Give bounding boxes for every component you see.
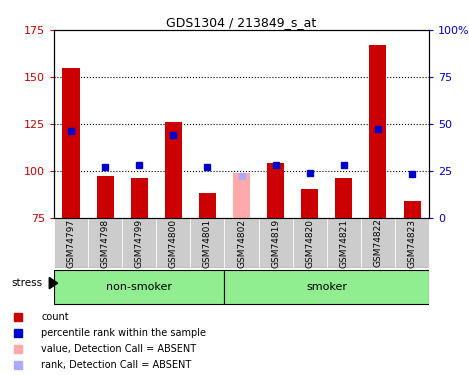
- Bar: [62, 68, 80, 218]
- Bar: [131, 178, 148, 218]
- Bar: [122, 217, 156, 268]
- Bar: [258, 217, 293, 268]
- Text: GSM74802: GSM74802: [237, 219, 246, 267]
- Text: GSM74797: GSM74797: [67, 219, 76, 268]
- Bar: [165, 122, 182, 218]
- Text: count: count: [41, 312, 69, 322]
- Bar: [97, 176, 113, 218]
- Bar: [403, 201, 421, 217]
- Text: rank, Detection Call = ABSENT: rank, Detection Call = ABSENT: [41, 360, 192, 370]
- Text: GSM74820: GSM74820: [305, 219, 314, 267]
- Bar: [156, 217, 190, 268]
- Bar: [327, 217, 361, 268]
- Text: stress: stress: [11, 278, 42, 288]
- Text: smoker: smoker: [306, 282, 348, 292]
- Text: GSM74822: GSM74822: [373, 219, 383, 267]
- Bar: [225, 270, 429, 304]
- Bar: [361, 217, 395, 268]
- Bar: [370, 45, 386, 218]
- Text: GSM74823: GSM74823: [408, 219, 416, 267]
- Bar: [199, 193, 216, 217]
- Text: GSM74801: GSM74801: [203, 219, 212, 268]
- Bar: [267, 163, 284, 218]
- Text: GSM74821: GSM74821: [340, 219, 348, 267]
- Bar: [293, 217, 327, 268]
- Bar: [395, 217, 429, 268]
- Bar: [54, 217, 88, 268]
- Bar: [88, 217, 122, 268]
- Text: non-smoker: non-smoker: [106, 282, 172, 292]
- Text: GSM74799: GSM74799: [135, 219, 144, 268]
- Bar: [54, 270, 225, 304]
- Bar: [335, 178, 352, 218]
- Title: GDS1304 / 213849_s_at: GDS1304 / 213849_s_at: [166, 16, 317, 29]
- Text: percentile rank within the sample: percentile rank within the sample: [41, 328, 206, 338]
- Bar: [190, 217, 225, 268]
- Bar: [233, 172, 250, 217]
- Text: GSM74800: GSM74800: [169, 219, 178, 268]
- Text: value, Detection Call = ABSENT: value, Detection Call = ABSENT: [41, 344, 197, 354]
- Bar: [225, 217, 258, 268]
- Text: GSM74798: GSM74798: [100, 219, 110, 268]
- Text: GSM74819: GSM74819: [271, 219, 280, 268]
- Bar: [301, 189, 318, 217]
